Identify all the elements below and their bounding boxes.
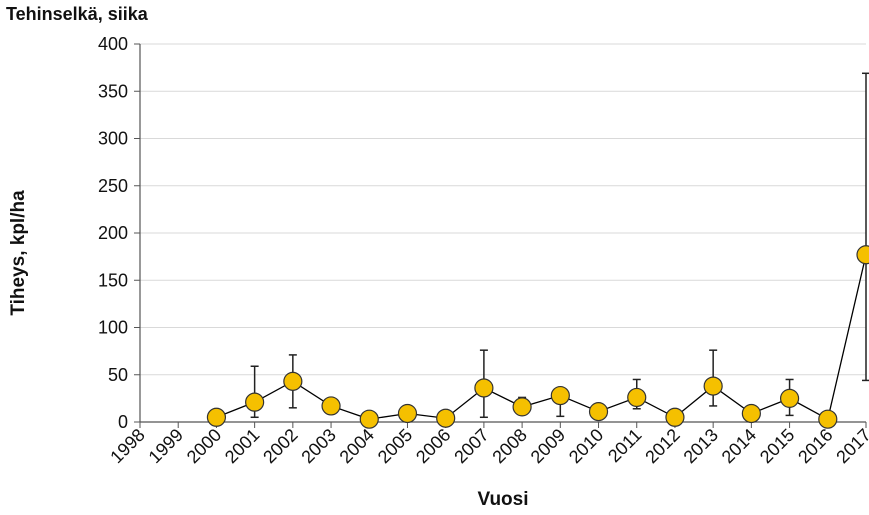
data-point	[512, 397, 532, 417]
y-tick-label: 250	[98, 176, 128, 196]
data-point	[856, 245, 869, 265]
y-tick-label: 300	[98, 129, 128, 149]
data-point	[359, 409, 379, 429]
data-point	[779, 388, 800, 408]
x-tick-label: 2016	[794, 425, 836, 467]
x-tick-label: 2014	[718, 425, 760, 467]
x-tick-label: 2004	[336, 425, 378, 467]
data-point	[436, 408, 456, 428]
x-tick-label: 2009	[527, 425, 569, 467]
series-line-path	[216, 254, 867, 421]
x-tick-label: 2000	[183, 425, 225, 467]
data-point	[283, 371, 303, 391]
x-tick-label: 2006	[412, 425, 454, 467]
data-point	[665, 407, 685, 427]
x-tick-label: 2001	[221, 425, 263, 467]
data-point	[818, 409, 838, 429]
x-tick-label: 2003	[297, 425, 339, 467]
data-point	[397, 403, 418, 424]
data-point	[550, 385, 570, 406]
x-tick-label: 2008	[488, 425, 530, 467]
x-tick-label: 2010	[565, 425, 607, 467]
x-tick-label: 2005	[374, 425, 416, 467]
x-tick-label: 2007	[450, 425, 492, 467]
y-axis-title: Tiheys, kpl/ha	[8, 190, 29, 316]
data-point	[245, 392, 265, 412]
y-tick-label: 400	[98, 34, 128, 54]
x-tick-label: 1998	[106, 425, 148, 467]
axes	[134, 43, 867, 428]
y-tick-label: 350	[98, 81, 128, 101]
y-tick-label: 50	[108, 365, 128, 385]
x-tick-label: 1999	[145, 425, 187, 467]
x-tick-label: 2011	[604, 425, 646, 467]
data-point	[588, 402, 609, 422]
data-point	[321, 396, 341, 416]
y-tick-label: 100	[98, 318, 128, 338]
data-point	[741, 403, 761, 424]
data-point	[703, 376, 723, 396]
x-tick-label: 2013	[680, 425, 722, 467]
data-point	[206, 407, 227, 427]
x-tick-label: 2012	[641, 425, 683, 467]
y-tick-label: 150	[98, 270, 128, 290]
y-tick-label: 0	[118, 412, 128, 432]
gridlines	[140, 43, 866, 376]
x-tick-label: 2002	[259, 425, 301, 467]
data-markers	[206, 245, 869, 429]
data-point	[474, 378, 494, 398]
y-tick-label: 200	[98, 223, 128, 243]
error-bars	[250, 72, 869, 419]
x-axis-title: Vuosi	[477, 489, 528, 510]
chart-title: Tehinselkä, siika	[6, 4, 148, 24]
x-tick-label: 2015	[756, 425, 798, 467]
series-line	[216, 254, 867, 421]
data-point	[627, 387, 647, 408]
x-tick-label: 2017	[832, 425, 869, 467]
